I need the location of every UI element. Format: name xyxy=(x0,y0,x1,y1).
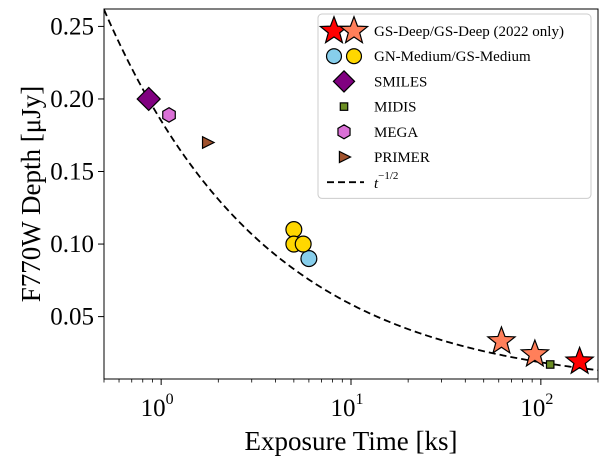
point-smiles xyxy=(136,86,162,112)
point-gs-deep xyxy=(564,345,595,375)
legend-marker xyxy=(332,69,356,93)
legend-label: PRIMER xyxy=(374,150,430,166)
x-axis-label: Exposure Time [ks] xyxy=(244,426,457,456)
y-tick-label: 0.05 xyxy=(50,304,94,331)
x-tick-exponent: 1 xyxy=(356,391,364,408)
point-gn-medium xyxy=(300,250,318,268)
legend-marker xyxy=(339,102,349,111)
points-layer xyxy=(136,86,595,375)
legend-label: GS-Deep/GS-Deep (2022 only) xyxy=(374,24,564,40)
legend-marker xyxy=(338,150,352,164)
point-primer xyxy=(201,135,216,150)
legend-label: MIDIS xyxy=(374,100,417,116)
y-tick-label: 0.10 xyxy=(50,231,94,258)
x-tick-label: 100 xyxy=(141,391,174,422)
point-gs-deep-2022-only xyxy=(486,325,517,355)
point-gs-medium xyxy=(285,221,303,239)
curve-t-inverse-sqrt xyxy=(104,9,598,372)
legend-label: MEGA xyxy=(374,125,418,141)
legend-marker xyxy=(338,14,370,44)
x-tick-exponent: 2 xyxy=(545,391,553,408)
y-tick-label: 0.20 xyxy=(50,86,94,113)
point-gs-deep-2022-only xyxy=(519,338,551,368)
curve-layer xyxy=(104,9,598,372)
legend-label: GN-Medium/GS-Medium xyxy=(374,49,531,65)
legend-box xyxy=(317,13,592,199)
legend-marker xyxy=(337,124,351,140)
x-tick-exponent: 0 xyxy=(166,391,174,408)
point-gs-medium xyxy=(294,235,312,253)
y-tick-label: 0.25 xyxy=(50,13,94,40)
x-tick-label: 101 xyxy=(331,391,364,422)
legend-label-exponent: −1/2 xyxy=(378,170,398,182)
x-tick-label: 102 xyxy=(520,391,553,422)
legend-marker xyxy=(325,48,343,65)
point-mega xyxy=(162,107,176,123)
legend-marker xyxy=(345,48,363,65)
point-midis xyxy=(545,360,555,369)
legend-label: SMILES xyxy=(374,74,427,90)
y-tick-label: 0.15 xyxy=(50,159,94,186)
legend: GS-Deep/GS-Deep (2022 only) GN-Medium/GS-… xyxy=(317,13,592,199)
y-axis-label: F770W Depth [μJy] xyxy=(16,86,46,302)
